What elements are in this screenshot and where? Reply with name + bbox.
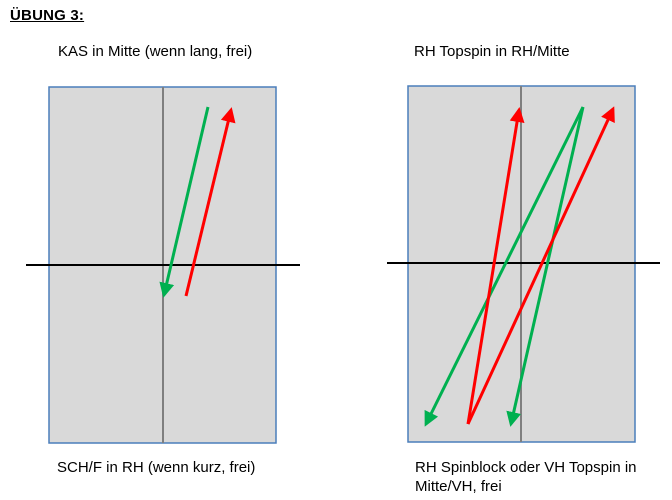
right-green-arrow-left: [424, 106, 585, 427]
exercise-title: ÜBUNG 3:: [10, 7, 85, 24]
left-table: [26, 86, 300, 444]
right-red-arrow-right: [466, 106, 615, 425]
left-top-caption: KAS in Mitte (wenn lang, frei): [58, 43, 253, 60]
right-green-arrow-center: [506, 106, 585, 427]
left-bottom-caption: SCH/F in RH (wenn kurz, frei): [57, 459, 256, 476]
left-green-arrow: [159, 106, 210, 298]
right-bottom-caption-line2: Mitte/VH, frei: [415, 478, 502, 495]
right-top-caption: RH Topspin in RH/Mitte: [414, 43, 570, 60]
right-bottom-caption-line1: RH Spinblock oder VH Topspin in: [415, 459, 637, 476]
left-red-arrow: [184, 107, 236, 297]
right-table: [387, 85, 660, 443]
right-bottom-caption: RH Spinblock oder VH Topspin in Mitte/VH…: [415, 458, 637, 496]
right-red-arrow-center: [466, 107, 525, 425]
